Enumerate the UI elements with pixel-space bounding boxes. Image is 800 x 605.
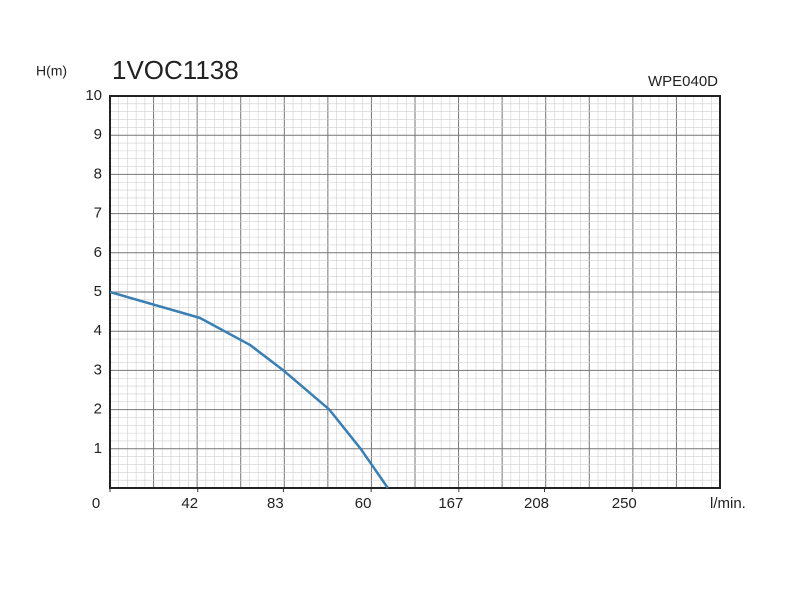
x-tick-label: 167 xyxy=(438,495,463,512)
x-tick-label: 250 xyxy=(612,495,637,512)
x-tick-label: 0 xyxy=(92,495,100,512)
y-tick-label: 2 xyxy=(94,401,102,418)
y-tick-label: 1 xyxy=(94,440,102,457)
y-tick-label: 6 xyxy=(94,244,102,261)
y-tick-label: 4 xyxy=(94,322,102,339)
y-tick-label: 9 xyxy=(94,126,102,143)
y-tick-label: 3 xyxy=(94,361,102,378)
y-axis-label: H(m) xyxy=(36,63,67,79)
x-tick-label: 42 xyxy=(181,495,198,512)
x-axis-label: l/min. xyxy=(710,495,746,512)
chart-subtitle: WPE040D xyxy=(648,73,718,90)
x-tick-label: 83 xyxy=(267,495,284,512)
x-tick-label: 208 xyxy=(524,495,549,512)
y-tick-label: 10 xyxy=(85,87,102,104)
y-tick-label: 5 xyxy=(94,283,102,300)
y-tick-label: 7 xyxy=(94,205,102,222)
y-tick-label: 8 xyxy=(94,165,102,182)
pump-curve xyxy=(109,290,389,489)
x-tick-label: 60 xyxy=(355,495,372,512)
chart-title: 1VOC1138 xyxy=(112,55,239,85)
